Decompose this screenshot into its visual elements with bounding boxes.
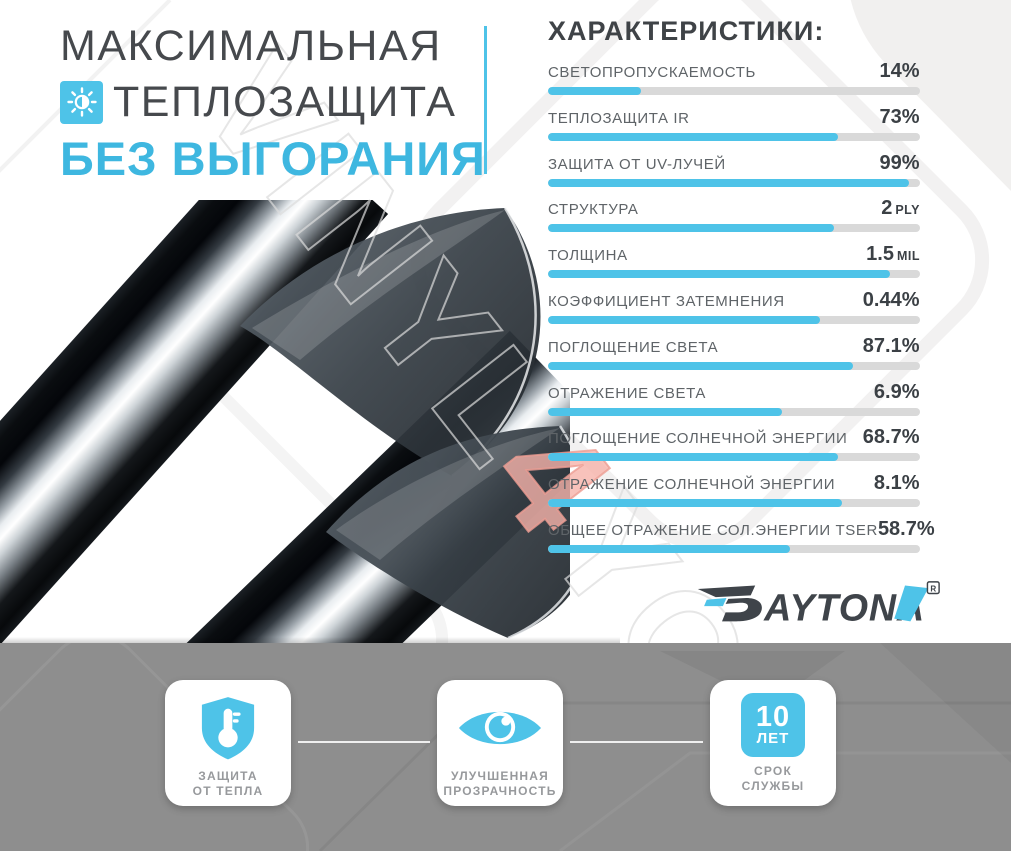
- spec-value: 87.1%: [862, 334, 920, 357]
- spec-bar-fill: [548, 87, 641, 95]
- spec-bar-track: [548, 544, 920, 553]
- spec-row: ЗАЩИТА ОТ UV-ЛУЧЕЙ 99%: [548, 152, 920, 198]
- daytona-logo: AYTONA R: [696, 580, 940, 630]
- spec-label: ПОГЛОЩЕНИЕ СВЕТА: [548, 338, 719, 356]
- spec-unit: %: [901, 60, 920, 82]
- spec-value: 68.7%: [862, 426, 920, 449]
- spec-unit: %: [916, 517, 936, 540]
- spec-label: СВЕТОПРОПУСКАЕМОСТЬ: [548, 64, 756, 81]
- ten-years-icon: 10 ЛЕТ: [741, 693, 805, 757]
- registered-trademark-icon: R: [926, 581, 940, 595]
- spec-unit: PLY: [895, 203, 920, 218]
- title-line-2-text: ТЕПЛОЗАЩИТА: [113, 78, 457, 126]
- spec-label: ОБЩЕЕ ОТРАЖЕНИЕ СОЛ.ЭНЕРГИИ TSER: [548, 521, 878, 539]
- spec-unit: %: [901, 426, 920, 449]
- spec-row: ПОГЛОЩЕНИЕ СОЛНЕЧНОЙ ЭНЕРГИИ 68.7%: [548, 426, 920, 472]
- spec-label: ОТРАЖЕНИЕ СОЛНЕЧНОЙ ЭНЕРГИИ: [548, 476, 836, 494]
- spec-row: ПОГЛОЩЕНИЕ СВЕТА 87.1%: [548, 335, 920, 381]
- characteristics-panel: ХАРАКТЕРИСТИКИ: СВЕТОПРОПУСКАЕМОСТЬ 14% …: [548, 16, 935, 564]
- daytona-d-mark: [697, 585, 762, 622]
- svg-text:R: R: [930, 584, 936, 593]
- spec-bar-fill: [548, 453, 839, 462]
- spec-value: 58.7%: [877, 517, 936, 540]
- badge-label: УЛУЧШЕННАЯ ПРОЗРАЧНОСТЬ: [443, 769, 557, 798]
- spec-bar-track: [548, 270, 920, 279]
- title-divider-rule: [484, 26, 487, 174]
- spec-row: ТОЛЩИНА 1.5 MIL: [548, 243, 920, 289]
- eye-icon: [457, 693, 543, 763]
- spec-unit: %: [901, 334, 920, 357]
- spec-row: ОТРАЖЕНИЕ СОЛНЕЧНОЙ ЭНЕРГИИ 8.1%: [548, 472, 920, 518]
- spec-label: СТРУКТУРА: [548, 201, 639, 219]
- spec-unit: %: [901, 288, 920, 311]
- spec-value: 0.44%: [862, 288, 920, 311]
- spec-bar-track: [548, 407, 920, 416]
- spec-bar-track: [548, 453, 920, 462]
- spec-row: ОБЩЕЕ ОТРАЖЕНИЕ СОЛ.ЭНЕРГИИ TSER 58.7%: [548, 518, 935, 564]
- spec-label: ПОГЛОЩЕНИЕ СОЛНЕЧНОЙ ЭНЕРГИИ: [548, 430, 848, 448]
- spec-bar-fill: [548, 224, 835, 233]
- spec-bar-fill: [548, 270, 891, 279]
- spec-bar-track: [548, 361, 920, 370]
- spec-unit: MIL: [896, 249, 920, 264]
- spec-unit: %: [901, 151, 920, 174]
- spec-bar-track: [548, 315, 920, 324]
- spec-row: СТРУКТУРА 2 PLY: [548, 197, 920, 243]
- title-line-3: БЕЗ ВЫГОРАНИЯ: [60, 132, 486, 185]
- bottom-strip: ЗАЩИТА ОТ ТЕПЛА УЛУЧШЕННАЯ ПРОЗРАЧНОСТЬ: [0, 643, 1011, 851]
- spec-rows: СВЕТОПРОПУСКАЕМОСТЬ 14% ТЕПЛОЗАЩИТА IR 7…: [548, 60, 935, 564]
- spec-bar-track: [548, 87, 920, 95]
- spec-value: 99%: [879, 151, 920, 174]
- badge-connector-line: [298, 741, 430, 743]
- spec-bar-fill: [548, 407, 783, 416]
- spec-bar-fill: [548, 544, 790, 553]
- heat-shield-icon: [199, 693, 257, 763]
- spec-value: 6.9%: [873, 380, 920, 403]
- daytona-accent-mark: [894, 585, 929, 622]
- badge-heat-protection: ЗАЩИТА ОТ ТЕПЛА: [165, 680, 291, 806]
- badge-label: СРОК СЛУЖБЫ: [741, 764, 805, 793]
- spec-row: КОЭФФИЦИЕНТ ЗАТЕМНЕНИЯ 0.44%: [548, 289, 920, 335]
- spec-label: ТЕПЛОЗАЩИТА IR: [548, 109, 690, 127]
- daytona-wordmark-rest: AYTONA: [763, 586, 925, 625]
- spec-bar-track: [548, 178, 920, 187]
- sun-icon: [60, 80, 103, 124]
- spec-bar-fill: [548, 361, 854, 370]
- title-line-1: МАКСИМАЛЬНАЯ: [60, 22, 442, 70]
- years-number: 10: [755, 701, 791, 733]
- spec-row: СВЕТОПРОПУСКАЕМОСТЬ 14%: [548, 60, 920, 106]
- years-caption: ЛЕТ: [756, 730, 790, 747]
- title-line-2: ТЕПЛОЗАЩИТА: [60, 74, 486, 130]
- film-bottom-shadow: [0, 637, 620, 643]
- spec-value: 14%: [879, 60, 920, 82]
- spec-bar-fill: [548, 315, 820, 324]
- spec-value: 2 PLY: [881, 197, 920, 220]
- spec-bar-track: [548, 499, 920, 508]
- spec-label: ОТРАЖЕНИЕ СВЕТА: [548, 384, 706, 402]
- spec-unit: %: [901, 472, 920, 495]
- spec-bar-track: [548, 224, 920, 233]
- spec-row: ТЕПЛОЗАЩИТА IR 73%: [548, 106, 920, 152]
- spec-bar-track: [548, 132, 920, 141]
- badge-lifespan: 10 ЛЕТ СРОК СЛУЖБЫ: [710, 680, 836, 806]
- spec-label: ЗАЩИТА ОТ UV-ЛУЧЕЙ: [548, 155, 726, 173]
- spec-bar-fill: [548, 178, 909, 187]
- tint-film-rolls-image: [0, 200, 570, 645]
- spec-label: КОЭФФИЦИЕНТ ЗАТЕМНЕНИЯ: [548, 292, 785, 310]
- spec-value: 8.1%: [873, 472, 920, 495]
- spec-bar-fill: [548, 132, 839, 141]
- spec-value: 1.5 MIL: [866, 243, 920, 266]
- badge-connector-line: [570, 741, 703, 743]
- spec-bar-fill: [548, 499, 842, 508]
- spec-value: 73%: [879, 105, 920, 128]
- spec-row: ОТРАЖЕНИЕ СВЕТА 6.9%: [548, 381, 920, 427]
- characteristics-heading: ХАРАКТЕРИСТИКИ:: [548, 16, 825, 46]
- spec-unit: %: [901, 105, 920, 128]
- spec-unit: %: [901, 380, 920, 403]
- spec-label: ТОЛЩИНА: [548, 247, 628, 265]
- title-block: МАКСИМАЛЬНАЯ ТЕПЛОЗАЩИТА БЕЗ ВЫГОРАНИЯ: [60, 18, 486, 188]
- badge-label: ЗАЩИТА ОТ ТЕПЛА: [192, 769, 264, 798]
- badge-improved-clarity: УЛУЧШЕННАЯ ПРОЗРАЧНОСТЬ: [437, 680, 563, 806]
